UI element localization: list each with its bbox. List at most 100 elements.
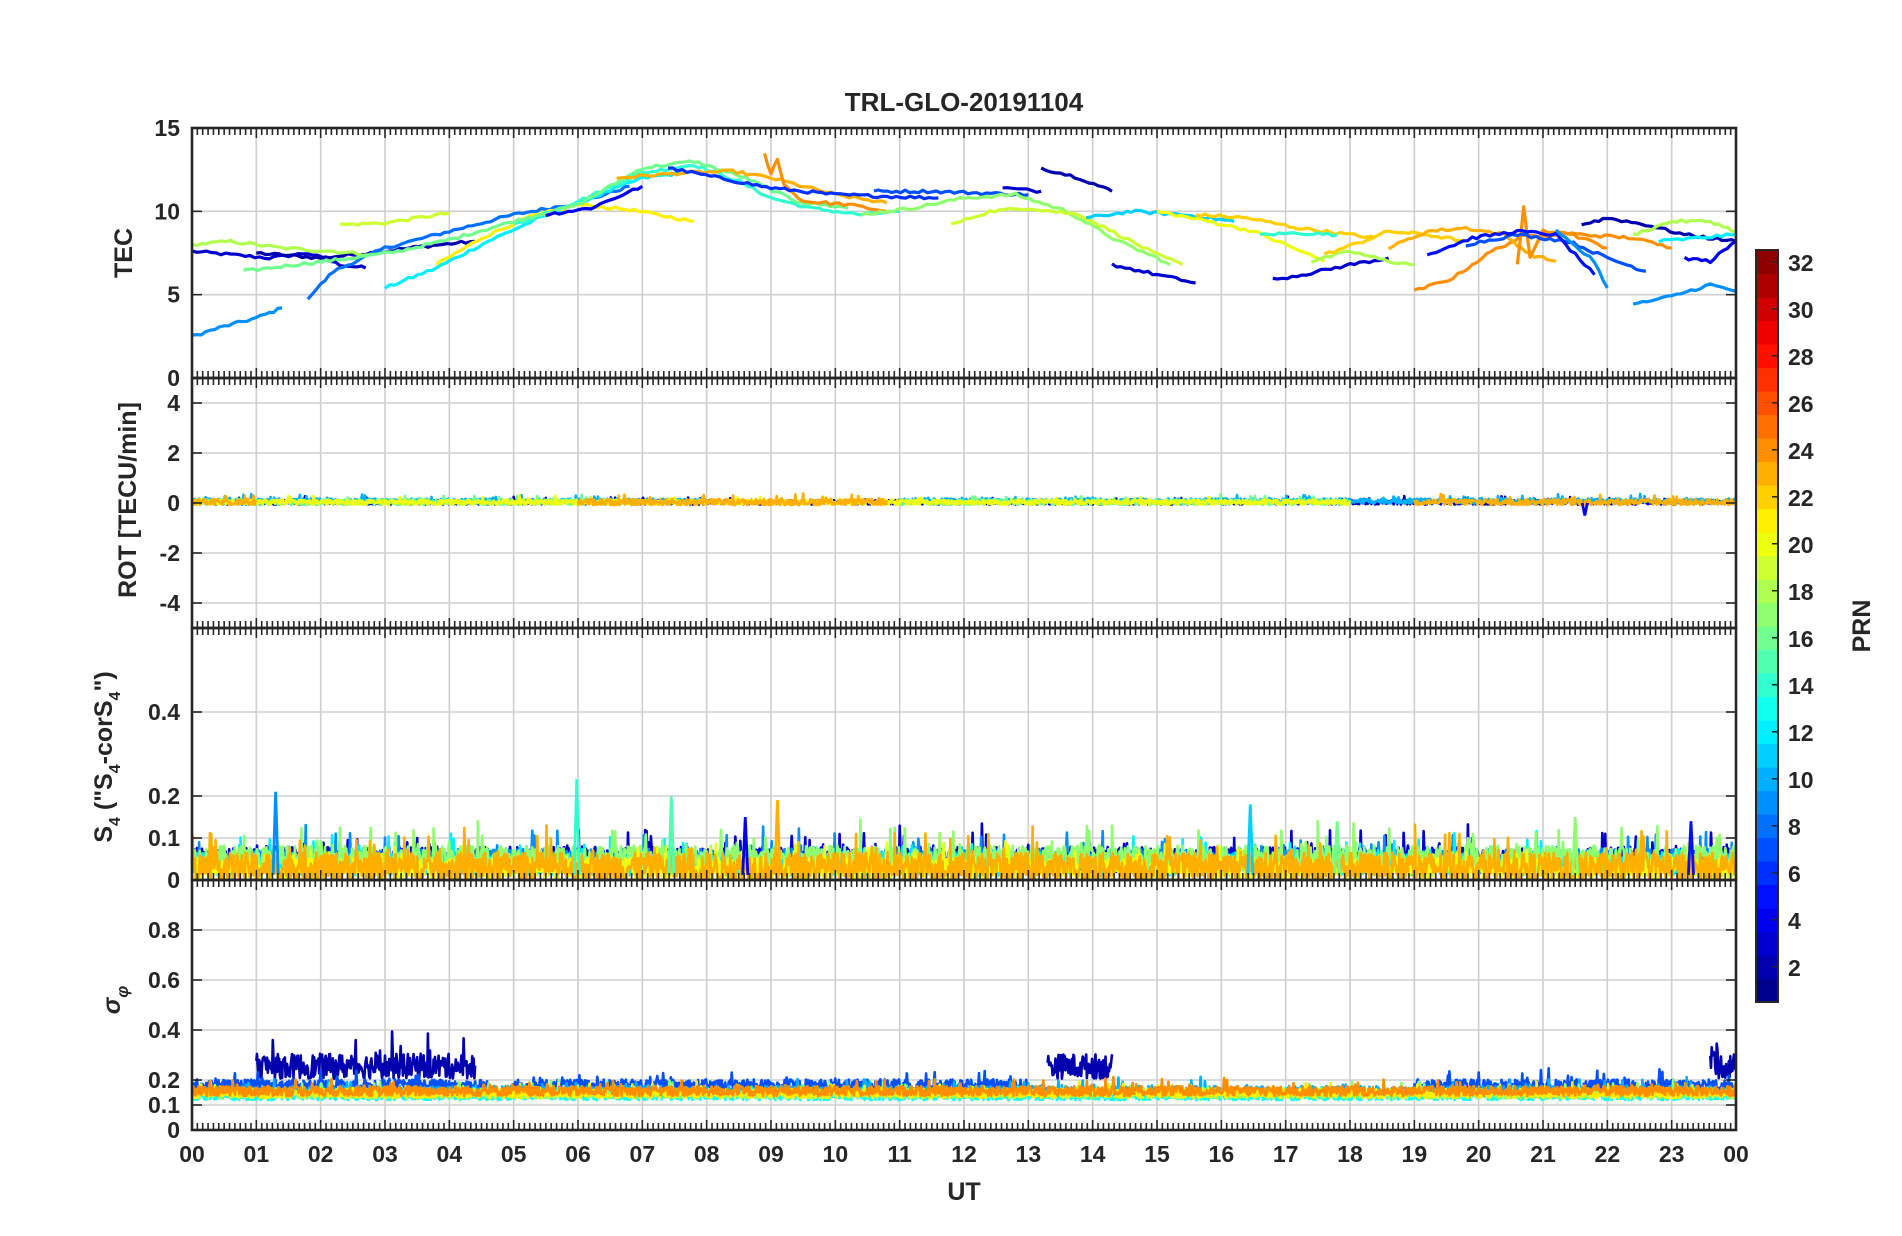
- x-tick-label: 02: [308, 1141, 334, 1167]
- colorbar-tick-label: 12: [1788, 720, 1814, 746]
- x-tick-label: 06: [565, 1141, 591, 1167]
- x-tick-label: 11: [888, 1141, 913, 1167]
- prn-18-trace: [1310, 249, 1415, 267]
- s4-y-tick-label: 0: [167, 867, 180, 893]
- prn-24-trace: [190, 1075, 1738, 1098]
- prn-16-trace: [243, 159, 849, 273]
- colorbar-level: [1756, 297, 1778, 322]
- sigma-phi-data: [190, 1030, 1738, 1102]
- x-tick-label: 23: [1659, 1141, 1685, 1167]
- prn-2-trace: [1709, 1042, 1738, 1080]
- colorbar-level: [1756, 602, 1778, 627]
- prn-12-trace: [384, 170, 682, 290]
- sigma-phi-y-tick-label: 0.8: [148, 917, 180, 943]
- tec-y-tick-label: 15: [154, 115, 180, 141]
- colorbar-level: [1756, 367, 1778, 392]
- colorbar-tick-label: 2: [1788, 955, 1801, 981]
- rot-y-tick-label: -4: [160, 590, 181, 616]
- colorbar-level: [1756, 884, 1778, 909]
- rot-y-tick-label: -2: [160, 540, 180, 566]
- prn-24-trace: [1515, 205, 1672, 265]
- colorbar-level: [1756, 579, 1778, 604]
- prn-7-trace: [1465, 232, 1647, 273]
- colorbar-level: [1756, 673, 1778, 698]
- sigma-phi-y-tick-label: 0.1: [148, 1092, 180, 1118]
- prn-14-trace: [1259, 231, 1338, 238]
- sigma-phi-axes-frame: [190, 878, 1738, 1132]
- chart-title: TRL-GLO-20191104: [845, 87, 1084, 117]
- rot-data: [190, 492, 1738, 516]
- rot-y-tick-label: 4: [167, 390, 180, 416]
- prn-18-trace: [1633, 218, 1737, 236]
- x-tick-label: 00: [179, 1141, 205, 1167]
- colorbar-level: [1756, 649, 1778, 674]
- colorbar-tick-label: 30: [1788, 297, 1814, 323]
- colorbar-level: [1756, 814, 1778, 839]
- prn-5-trace: [1426, 228, 1596, 276]
- s4-panel: 0 0.1 0.2 0.4: [148, 626, 1738, 893]
- colorbar-level: [1756, 344, 1778, 369]
- colorbar-level: [1756, 438, 1778, 463]
- x-tick-label: 09: [758, 1141, 784, 1167]
- colorbar-tick-label: 20: [1788, 532, 1814, 558]
- prn-3-trace: [1002, 186, 1042, 194]
- colorbar-level: [1756, 485, 1778, 510]
- x-tick-label: 18: [1337, 1141, 1363, 1167]
- prn-23-spike: [773, 800, 782, 876]
- colorbar-level: [1756, 767, 1778, 792]
- prn-19-trace: [950, 206, 1184, 267]
- x-axis-label: UT: [947, 1178, 980, 1206]
- prn-18-trace: [191, 238, 373, 257]
- rot-y-tick-label: 0: [167, 490, 180, 516]
- prn-9-trace: [191, 306, 283, 337]
- prn-14-spike: [572, 779, 581, 875]
- colorbar-level: [1756, 790, 1778, 815]
- prn-2-trace: [1046, 1053, 1114, 1080]
- sigma-phi-y-axis-label: σφ: [98, 986, 132, 1015]
- prn-24-trace: [763, 152, 887, 213]
- sigma-phi-y-tick-label: 0.4: [148, 1017, 180, 1043]
- prn-4-spike: [741, 816, 750, 876]
- rot-y-tick-label: 2: [167, 440, 180, 466]
- colorbar-level: [1756, 532, 1778, 557]
- colorbar-level: [1756, 273, 1778, 298]
- x-tick-label: 00: [1723, 1141, 1749, 1167]
- x-tick-label: 20: [1466, 1141, 1492, 1167]
- x-tick-label: 15: [1144, 1141, 1170, 1167]
- x-tick-label: 16: [1209, 1141, 1235, 1167]
- colorbar-level: [1756, 743, 1778, 768]
- prn-4-trace: [545, 184, 644, 218]
- x-tick-label: 07: [630, 1141, 656, 1167]
- colorbar-label: PRN: [1848, 600, 1876, 653]
- colorbar-level: [1756, 696, 1778, 721]
- colorbar-level: [1756, 414, 1778, 439]
- prn-17-trace: [860, 191, 1171, 267]
- prn-19-trace: [339, 211, 450, 227]
- prn-4-spike: [1580, 502, 1589, 516]
- colorbar-level: [1756, 720, 1778, 745]
- prn-2-trace: [1040, 166, 1113, 193]
- tec-y-tick-label: 10: [154, 198, 180, 224]
- prn-3-trace: [1111, 262, 1196, 285]
- colorbar-tick-label: 16: [1788, 626, 1814, 652]
- colorbar-tick-label: 18: [1788, 579, 1814, 605]
- sigma-phi-y-tick-label: 0: [167, 1117, 180, 1143]
- colorbar-level: [1756, 931, 1778, 956]
- prn-5-spike: [1686, 821, 1695, 876]
- tec-y-tick-label: 5: [167, 282, 180, 308]
- s4-y-axis-label: S4 ("S4-corS4"): [90, 671, 124, 842]
- rot-y-axis-label: ROT [TECU/min]: [114, 402, 142, 598]
- colorbar-tick-label: 4: [1788, 908, 1801, 934]
- colorbar-frame: [1755, 249, 1779, 1003]
- colorbar-level: [1756, 391, 1778, 416]
- prn-16-spike: [1333, 821, 1342, 876]
- prn-11-spike: [1246, 804, 1255, 876]
- colorbar-level: [1756, 626, 1778, 651]
- colorbar-tick-label: 8: [1788, 814, 1801, 840]
- prn-2-trace: [255, 1030, 477, 1080]
- colorbar-level: [1756, 320, 1778, 345]
- x-tick-label: 14: [1080, 1141, 1106, 1167]
- x-tick-label: 12: [951, 1141, 977, 1167]
